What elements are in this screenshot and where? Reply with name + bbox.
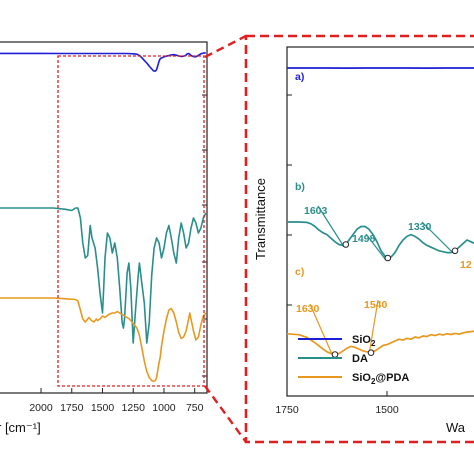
legend-label-da: DA bbox=[352, 353, 368, 365]
legend: SiO2 DA SiO2@PDA bbox=[298, 334, 409, 386]
panel-letter-da: b) bbox=[295, 181, 305, 193]
zoom-x-ticks: 1750 1500 bbox=[275, 391, 399, 416]
peak-marker bbox=[367, 349, 375, 357]
annotation-arrow bbox=[421, 221, 454, 254]
peak-marker bbox=[451, 247, 459, 255]
overview-plot-frame bbox=[0, 41, 208, 394]
peak-label-1630: 1630 bbox=[296, 303, 320, 315]
peak-label-1540: 1540 bbox=[364, 299, 388, 311]
zoom-x-axis-label: Wa bbox=[446, 420, 466, 435]
peak-marker bbox=[331, 351, 339, 358]
series-line-da bbox=[0, 207, 207, 344]
zoom-panel-frame bbox=[244, 34, 474, 444]
annotation-arrow bbox=[365, 233, 387, 261]
x-tick-label: 1750 bbox=[275, 404, 299, 416]
zoom-y-axis-label: Transmittance bbox=[253, 178, 268, 260]
series-line-sio2 bbox=[0, 52, 206, 72]
peak-label-1330: 1330 bbox=[408, 221, 432, 233]
peak-label-1603: 1603 bbox=[304, 205, 328, 217]
peak-marker bbox=[342, 241, 350, 248]
x-tick-label: 1250 bbox=[122, 402, 146, 414]
peak-label-1498: 1498 bbox=[352, 233, 376, 245]
zoom-region-box bbox=[57, 55, 205, 387]
panel-letter-sio2pda: c) bbox=[295, 266, 304, 278]
annotation-arrow bbox=[309, 303, 334, 357]
zoom-connector bbox=[204, 34, 247, 443]
x-tick-label: 2000 bbox=[29, 402, 53, 414]
overview-curves bbox=[0, 52, 207, 383]
panel-letter-sio2: a) bbox=[295, 71, 304, 83]
zoom-plot-frame bbox=[286, 46, 474, 397]
peak-annotations: 1603 1498 1330 1630 1540 12 bbox=[296, 205, 472, 358]
zoom-connector-bottom bbox=[204, 385, 247, 443]
x-tick-label: 750 bbox=[186, 402, 204, 414]
panel-letters: a) b) c) bbox=[295, 71, 305, 278]
overview-x-axis-label: r [cm⁻¹] bbox=[0, 420, 41, 435]
x-tick-label: 1500 bbox=[91, 402, 115, 414]
x-tick-label: 1750 bbox=[60, 402, 84, 414]
zoom-panel: 1750 1500 1603 1498 1330 1630 1540 12 a) b) c) S… bbox=[244, 34, 474, 444]
x-tick-label: 1000 bbox=[152, 402, 176, 414]
annotation-arrow bbox=[317, 205, 345, 247]
peak-marker bbox=[384, 254, 392, 262]
annotation-arrow bbox=[368, 299, 379, 355]
zoom-y-ticks bbox=[287, 94, 292, 306]
x-tick-label: 1500 bbox=[375, 404, 399, 416]
series-line-sio2pda bbox=[0, 297, 207, 383]
overview-panel: 2000 1750 1500 1250 1000 750 r [cm⁻¹] bbox=[0, 41, 208, 435]
zoom-connector-top bbox=[204, 34, 247, 59]
overview-x-ticks: 2000 1750 1500 1250 1000 750 bbox=[29, 388, 204, 414]
peak-label-12: 12 bbox=[460, 259, 472, 271]
legend-label-sio2: SiO2 bbox=[352, 334, 376, 348]
legend-label-sio2pda: SiO2@PDA bbox=[352, 372, 409, 386]
